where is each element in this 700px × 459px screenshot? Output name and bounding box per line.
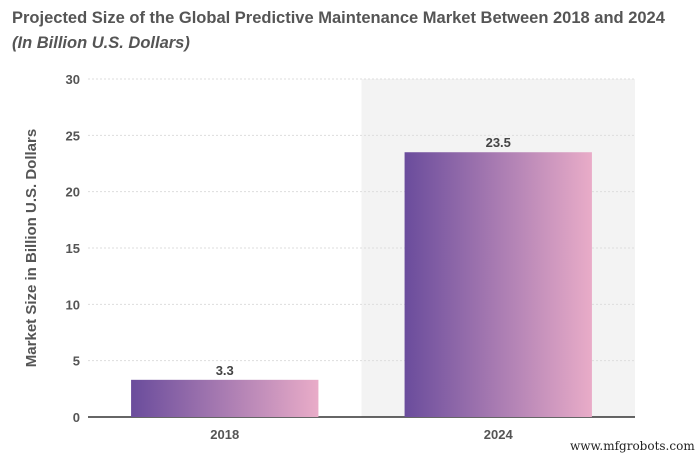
y-tick-label: 5 <box>73 354 80 369</box>
chart-subtitle: (In Billion U.S. Dollars) <box>12 34 190 52</box>
data-label: 23.5 <box>486 135 511 150</box>
y-tick-label: 30 <box>66 72 80 87</box>
bar-2024 <box>404 152 592 417</box>
y-tick-label: 10 <box>66 297 80 312</box>
x-tick-label: 2024 <box>484 427 514 442</box>
x-tick-label: 2018 <box>210 427 239 442</box>
y-tick-label: 20 <box>66 185 80 200</box>
watermark: www.mfgrobots.com <box>570 439 695 453</box>
bar-2018 <box>131 379 319 417</box>
y-tick-label: 15 <box>66 241 80 256</box>
data-label: 3.3 <box>216 363 234 378</box>
y-tick-label: 25 <box>66 128 80 143</box>
chart-title: Projected Size of the Global Predictive … <box>12 9 665 27</box>
y-axis-label: Market Size in Billion U.S. Dollars <box>23 129 40 367</box>
y-tick-label: 0 <box>73 410 80 425</box>
